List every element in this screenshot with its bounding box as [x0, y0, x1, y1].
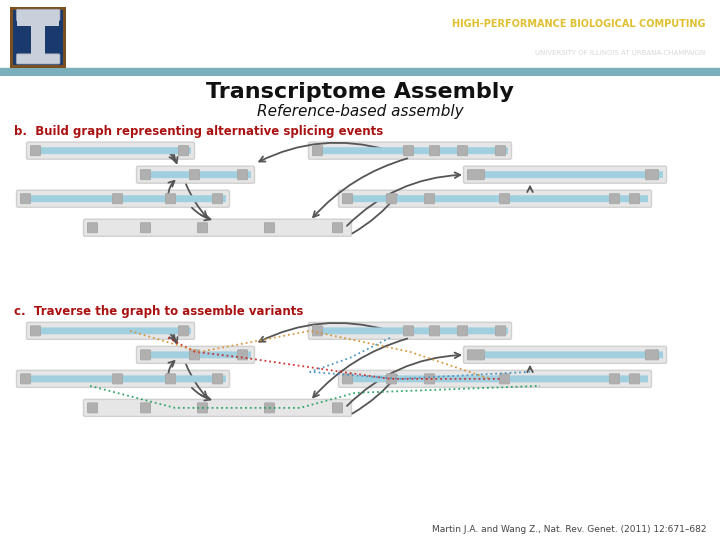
- FancyBboxPatch shape: [30, 146, 40, 156]
- FancyBboxPatch shape: [112, 194, 122, 204]
- FancyBboxPatch shape: [403, 326, 413, 336]
- FancyBboxPatch shape: [179, 326, 189, 336]
- FancyBboxPatch shape: [212, 374, 222, 384]
- Text: Transcriptome Assembly: Transcriptome Assembly: [206, 82, 514, 102]
- FancyBboxPatch shape: [88, 222, 97, 233]
- FancyBboxPatch shape: [27, 322, 194, 339]
- FancyBboxPatch shape: [17, 190, 230, 207]
- FancyBboxPatch shape: [140, 352, 251, 358]
- FancyBboxPatch shape: [629, 374, 639, 384]
- FancyBboxPatch shape: [312, 327, 508, 334]
- FancyBboxPatch shape: [333, 222, 343, 233]
- FancyBboxPatch shape: [179, 146, 189, 156]
- Bar: [31, 19, 45, 55]
- FancyBboxPatch shape: [197, 403, 207, 413]
- FancyBboxPatch shape: [308, 322, 511, 339]
- FancyBboxPatch shape: [20, 375, 226, 382]
- FancyBboxPatch shape: [140, 222, 150, 233]
- FancyBboxPatch shape: [20, 374, 30, 384]
- Text: b.  Build graph representing alternative splicing events: b. Build graph representing alternative …: [14, 125, 383, 138]
- FancyBboxPatch shape: [387, 194, 397, 204]
- FancyBboxPatch shape: [140, 403, 150, 413]
- FancyBboxPatch shape: [140, 171, 251, 178]
- Bar: [17, 19, 59, 26]
- FancyBboxPatch shape: [457, 326, 467, 336]
- FancyBboxPatch shape: [30, 147, 191, 154]
- Text: HIGH-PERFORMANCE BIOLOGICAL COMPUTING: HIGH-PERFORMANCE BIOLOGICAL COMPUTING: [452, 19, 706, 29]
- FancyBboxPatch shape: [166, 374, 176, 384]
- FancyBboxPatch shape: [610, 374, 619, 384]
- FancyBboxPatch shape: [425, 374, 434, 384]
- FancyBboxPatch shape: [430, 326, 439, 336]
- FancyBboxPatch shape: [88, 403, 97, 413]
- FancyBboxPatch shape: [338, 190, 652, 207]
- FancyBboxPatch shape: [84, 400, 351, 416]
- FancyBboxPatch shape: [20, 194, 30, 204]
- FancyBboxPatch shape: [430, 146, 439, 156]
- FancyBboxPatch shape: [30, 326, 40, 336]
- FancyBboxPatch shape: [464, 166, 667, 183]
- FancyBboxPatch shape: [495, 146, 505, 156]
- Text: UNIVERSITY OF ILLINOIS AT URBANA-CHAMPAIGN: UNIVERSITY OF ILLINOIS AT URBANA-CHAMPAI…: [536, 50, 706, 56]
- FancyBboxPatch shape: [500, 194, 510, 204]
- FancyBboxPatch shape: [17, 54, 60, 64]
- Text: Reference-based assembly: Reference-based assembly: [257, 104, 463, 119]
- FancyBboxPatch shape: [137, 346, 254, 363]
- FancyBboxPatch shape: [387, 374, 397, 384]
- Bar: [14, 10, 63, 65]
- FancyBboxPatch shape: [140, 170, 150, 180]
- FancyBboxPatch shape: [27, 142, 194, 159]
- FancyBboxPatch shape: [312, 326, 323, 336]
- FancyBboxPatch shape: [112, 374, 122, 384]
- FancyBboxPatch shape: [264, 222, 274, 233]
- FancyBboxPatch shape: [17, 9, 60, 21]
- FancyBboxPatch shape: [464, 346, 667, 363]
- FancyBboxPatch shape: [308, 142, 511, 159]
- FancyBboxPatch shape: [238, 170, 248, 180]
- FancyBboxPatch shape: [425, 194, 434, 204]
- FancyBboxPatch shape: [403, 146, 413, 156]
- FancyBboxPatch shape: [500, 374, 510, 384]
- FancyBboxPatch shape: [646, 170, 659, 180]
- Text: Martin J.A. and Wang Z., Nat. Rev. Genet. (2011) 12:671–682: Martin J.A. and Wang Z., Nat. Rev. Genet…: [431, 525, 706, 534]
- FancyBboxPatch shape: [212, 194, 222, 204]
- FancyBboxPatch shape: [467, 171, 663, 178]
- FancyBboxPatch shape: [342, 195, 648, 202]
- FancyBboxPatch shape: [338, 370, 652, 387]
- FancyBboxPatch shape: [166, 194, 176, 204]
- Bar: [0, 68, 720, 76]
- FancyBboxPatch shape: [20, 195, 226, 202]
- FancyBboxPatch shape: [467, 170, 485, 180]
- FancyBboxPatch shape: [189, 170, 199, 180]
- FancyBboxPatch shape: [495, 326, 505, 336]
- FancyBboxPatch shape: [17, 370, 230, 387]
- FancyBboxPatch shape: [467, 352, 663, 358]
- FancyBboxPatch shape: [197, 222, 207, 233]
- FancyBboxPatch shape: [189, 350, 199, 360]
- FancyBboxPatch shape: [84, 219, 351, 236]
- FancyBboxPatch shape: [264, 403, 274, 413]
- FancyBboxPatch shape: [238, 350, 248, 360]
- FancyBboxPatch shape: [343, 194, 353, 204]
- FancyBboxPatch shape: [137, 166, 254, 183]
- FancyBboxPatch shape: [646, 350, 659, 360]
- FancyBboxPatch shape: [333, 403, 343, 413]
- FancyBboxPatch shape: [457, 146, 467, 156]
- FancyBboxPatch shape: [342, 375, 648, 382]
- FancyBboxPatch shape: [312, 146, 323, 156]
- FancyBboxPatch shape: [140, 350, 150, 360]
- FancyBboxPatch shape: [610, 194, 619, 204]
- FancyBboxPatch shape: [312, 147, 508, 154]
- Text: c.  Traverse the graph to assemble variants: c. Traverse the graph to assemble varian…: [14, 305, 303, 318]
- FancyBboxPatch shape: [343, 374, 353, 384]
- FancyBboxPatch shape: [467, 350, 485, 360]
- FancyBboxPatch shape: [629, 194, 639, 204]
- FancyBboxPatch shape: [30, 327, 191, 334]
